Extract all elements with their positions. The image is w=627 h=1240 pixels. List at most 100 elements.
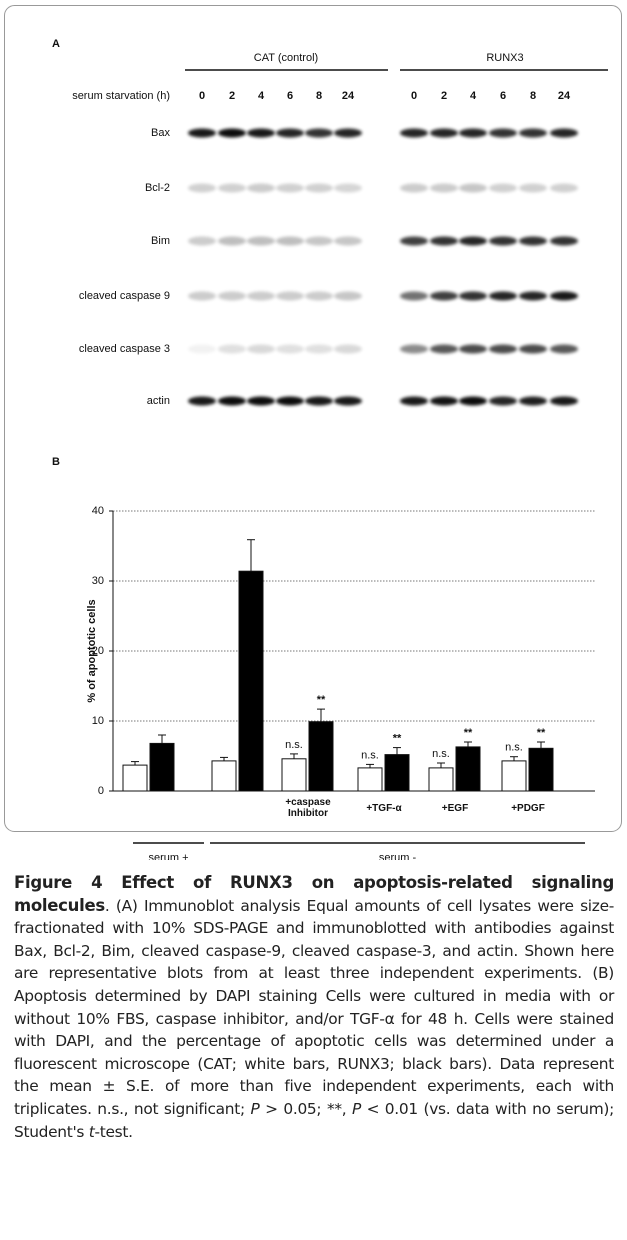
blot-band	[188, 344, 216, 354]
blot-band	[334, 128, 362, 138]
blot-band	[276, 183, 304, 193]
annotation: n.s.	[432, 748, 450, 760]
blot-band	[519, 291, 547, 301]
bar	[122, 764, 148, 792]
blot-band	[519, 128, 547, 138]
blot-band	[519, 236, 547, 246]
blot-band	[459, 291, 487, 301]
blot-band	[334, 183, 362, 193]
blot-band	[218, 291, 246, 301]
blot-band	[276, 344, 304, 354]
blot-band	[430, 291, 458, 301]
blot-band	[550, 128, 578, 138]
lane-label: 0	[411, 90, 417, 102]
blot-band	[334, 291, 362, 301]
bar	[238, 570, 264, 792]
blot-band	[550, 236, 578, 246]
y-axis-label: % of apoptotic cells	[86, 599, 98, 702]
blot-band	[459, 236, 487, 246]
blot-band	[459, 344, 487, 354]
blot-band	[218, 128, 246, 138]
row-label: Bax	[151, 127, 170, 139]
caption-text: -test.	[94, 1122, 133, 1141]
blot-band	[188, 128, 216, 138]
blot-band	[218, 236, 246, 246]
y-tick-label: 30	[92, 575, 104, 587]
lane-label: 2	[441, 90, 447, 102]
annotation: **	[537, 727, 546, 739]
blot-band	[188, 236, 216, 246]
blot-band	[430, 128, 458, 138]
blot-band	[519, 396, 547, 406]
blot-band	[519, 344, 547, 354]
blot-band	[305, 183, 333, 193]
blot-band	[400, 236, 428, 246]
bar	[384, 754, 410, 792]
caption-text: t	[88, 1122, 95, 1141]
blot-band	[400, 291, 428, 301]
blot-band	[489, 236, 517, 246]
blot-band	[489, 344, 517, 354]
blot-band	[430, 183, 458, 193]
row-label: cleaved caspase 9	[79, 290, 170, 302]
annotation: **	[464, 727, 473, 739]
blot-band	[305, 128, 333, 138]
blot-band	[247, 128, 275, 138]
caption: Figure 4 Effect of RUNX3 on apoptosis-re…	[14, 872, 614, 1143]
x-tick-label: +caspase Inhibitor	[285, 797, 331, 819]
annotation: **	[317, 694, 326, 706]
blot-band	[400, 396, 428, 406]
blot-band	[400, 128, 428, 138]
figure: A CAT (control) RUNX3 serum starvation (…	[4, 5, 622, 860]
caption-text: . (A) Immunoblot analysis Equal amounts …	[14, 896, 614, 1118]
lane-label: 0	[199, 90, 205, 102]
bar	[455, 746, 481, 792]
group-label: serum +	[148, 852, 188, 860]
annotation: n.s.	[361, 749, 379, 761]
blot-band	[430, 396, 458, 406]
lane-label: 24	[558, 90, 571, 102]
blot-band	[489, 291, 517, 301]
lane-label: 2	[229, 90, 235, 102]
caption-text: P	[351, 1099, 361, 1118]
blot-band	[218, 344, 246, 354]
blot-band	[276, 291, 304, 301]
lane-label: 6	[287, 90, 293, 102]
blot-band	[188, 183, 216, 193]
lane-label: 8	[316, 90, 322, 102]
blot-band	[489, 183, 517, 193]
caption-text: < 0.01 (vs. data with no serum); Student…	[14, 1099, 614, 1141]
blot-band	[276, 236, 304, 246]
blot-band	[550, 291, 578, 301]
blot-band	[519, 183, 547, 193]
row-label: Bim	[151, 235, 170, 247]
group-label: RUNX3	[486, 52, 523, 64]
row-label: Bcl-2	[145, 182, 170, 194]
bar	[211, 760, 237, 792]
caption-text: > 0.05; **,	[259, 1099, 352, 1118]
row-header: serum starvation (h)	[72, 90, 170, 102]
bar	[281, 758, 307, 792]
group-label: serum -	[379, 852, 417, 860]
bar	[528, 747, 554, 792]
blot-band	[459, 396, 487, 406]
row-label: cleaved caspase 3	[79, 343, 170, 355]
blot-band	[550, 344, 578, 354]
row-label: actin	[147, 395, 170, 407]
y-tick-label: 10	[92, 715, 104, 727]
blot-band	[247, 183, 275, 193]
blot-band	[305, 396, 333, 406]
lane-label: 8	[530, 90, 536, 102]
lane-label: 4	[470, 90, 477, 102]
blot-band	[334, 344, 362, 354]
annotation: n.s.	[505, 742, 523, 754]
blot-band	[550, 183, 578, 193]
x-tick-label: +TGF-α	[366, 803, 402, 814]
blot-band	[247, 396, 275, 406]
blot-band	[400, 183, 428, 193]
blot-band	[276, 396, 304, 406]
blot-band	[459, 183, 487, 193]
blot-band	[430, 344, 458, 354]
blot-band	[188, 291, 216, 301]
